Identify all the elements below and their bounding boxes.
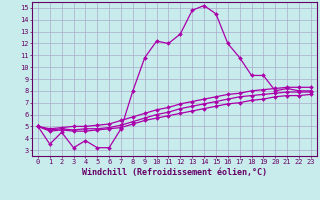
X-axis label: Windchill (Refroidissement éolien,°C): Windchill (Refroidissement éolien,°C) xyxy=(82,168,267,177)
